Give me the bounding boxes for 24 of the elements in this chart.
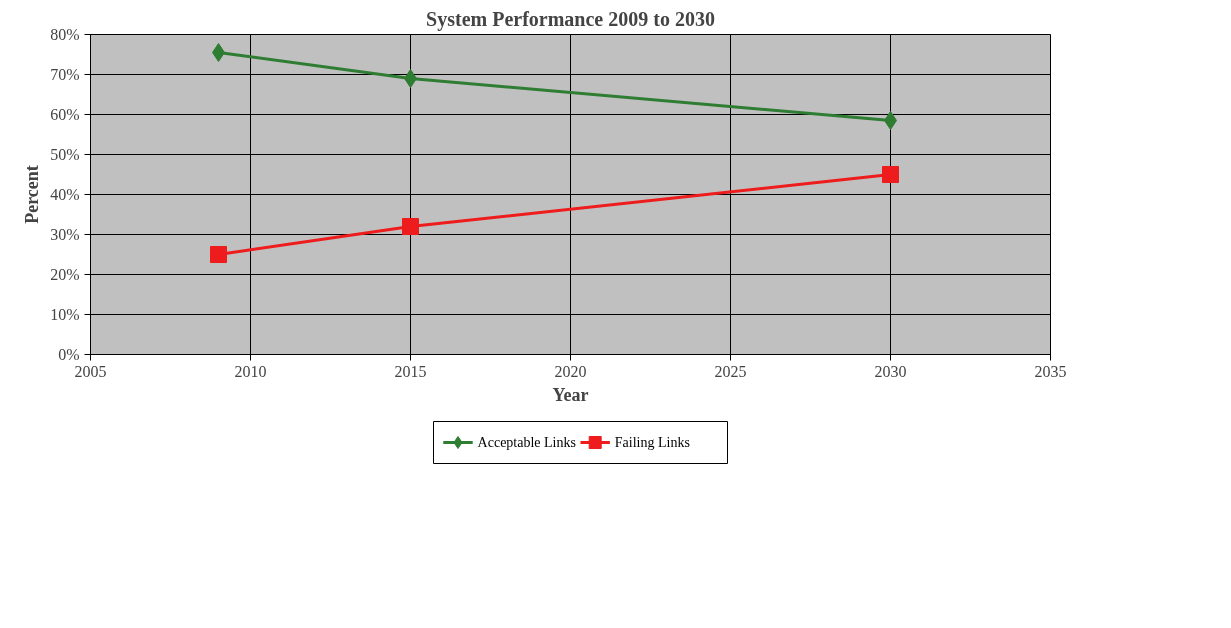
y-tick-label: 40%: [50, 186, 80, 203]
point: [402, 218, 419, 235]
chart-title: System Performance 2009 to 2030: [426, 7, 715, 31]
y-tick-label: 70%: [50, 66, 80, 83]
x-axis-title: Year: [552, 384, 589, 405]
x-tick-label: 2030: [874, 362, 907, 380]
x-tick-label: 2025: [714, 362, 747, 380]
y-tick-label: 20%: [50, 266, 80, 283]
x-tick-label: 2010: [234, 362, 267, 380]
y-axis-title: Percent: [22, 165, 43, 224]
y-tick-label: 60%: [50, 106, 80, 123]
y-tick-label: 30%: [50, 226, 80, 243]
legend-label: Failing Links: [614, 435, 690, 450]
y-tick-label: 10%: [50, 306, 80, 323]
x-tick-label: 2020: [554, 362, 587, 380]
y-tick-label: 50%: [50, 146, 80, 163]
x-tick-label: 2015: [394, 362, 427, 380]
x-tick-label: 2005: [74, 362, 107, 380]
legend-label: Acceptable Links: [477, 435, 576, 450]
point: [882, 166, 899, 183]
y-tick-label: 80%: [50, 26, 80, 43]
point: [210, 246, 227, 263]
x-tick-label: 2035: [1034, 362, 1067, 380]
y-tick-label: 0%: [58, 346, 80, 363]
